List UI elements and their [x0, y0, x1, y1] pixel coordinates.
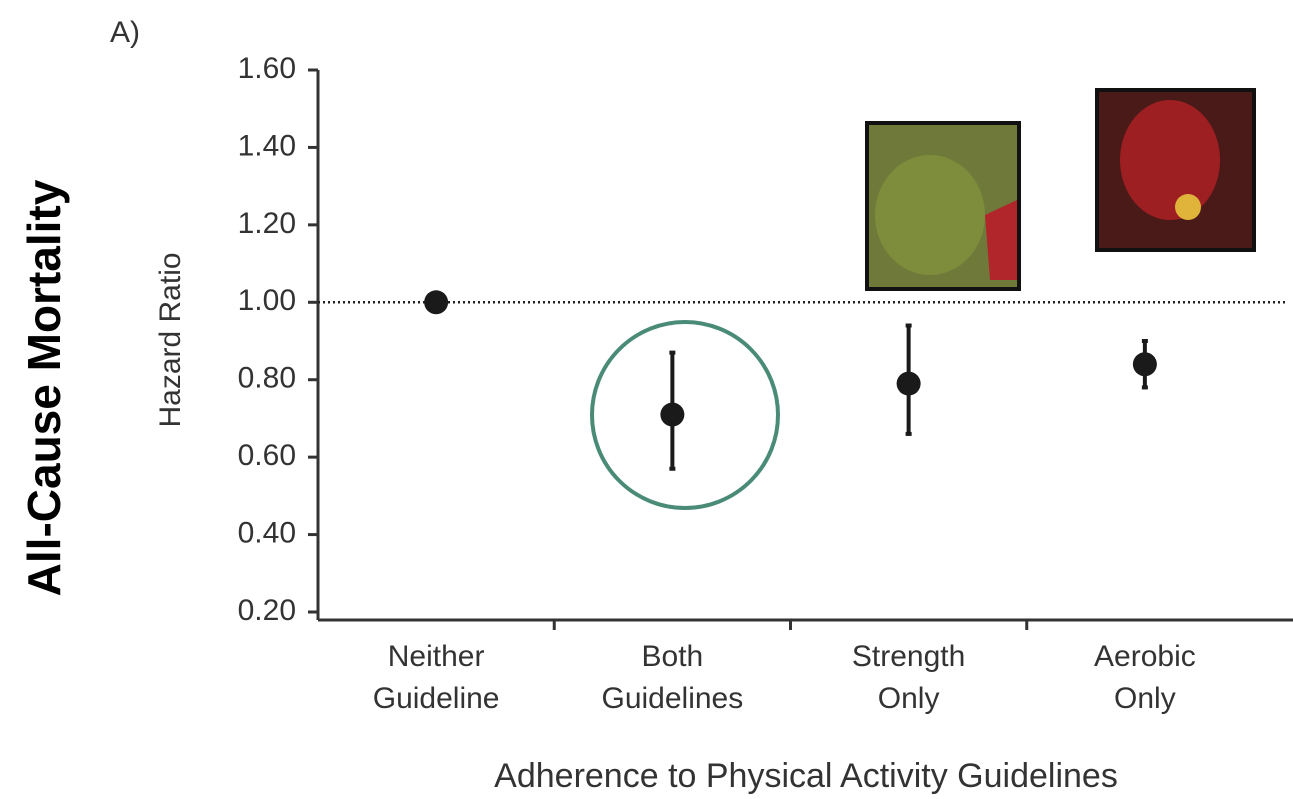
y-tick-label: 1.40 — [238, 129, 296, 162]
x-axis-label: Adherence to Physical Activity Guideline… — [494, 757, 1118, 795]
panel-label: A) — [110, 16, 140, 49]
x-tick-label: Strength — [852, 640, 965, 673]
image-emblem — [1175, 194, 1201, 220]
point — [660, 402, 685, 427]
x-tick-label: Only — [1114, 682, 1176, 715]
x-tick-label: Only — [878, 682, 940, 715]
image-figure — [875, 155, 985, 275]
point — [1132, 352, 1157, 377]
flash-image — [1095, 88, 1256, 252]
y-tick-label: 0.40 — [238, 516, 296, 549]
y-tick-label: 1.60 — [238, 52, 296, 85]
x-tick-label: Both — [642, 640, 704, 673]
hulk-image — [865, 121, 1021, 291]
x-tick-label: Guidelines — [601, 682, 743, 715]
side-title: All-Cause Mortality — [18, 179, 70, 596]
x-tick-label: Neither — [388, 640, 485, 673]
highlight-circle — [590, 320, 780, 510]
x-tick-label: Guideline — [373, 682, 500, 715]
x-tick-label: Aerobic — [1094, 640, 1196, 673]
image-figure — [1120, 100, 1220, 220]
y-tick-label: 0.60 — [238, 439, 296, 472]
point — [424, 290, 449, 315]
y-tick-label: 1.20 — [238, 207, 296, 240]
point — [896, 371, 921, 396]
y-tick-label: 0.20 — [238, 594, 296, 627]
y-axis-label: Hazard Ratio — [154, 252, 187, 427]
y-tick-label: 0.80 — [238, 362, 296, 395]
image-vs — [985, 200, 1017, 280]
y-tick-label: 1.00 — [238, 284, 296, 317]
